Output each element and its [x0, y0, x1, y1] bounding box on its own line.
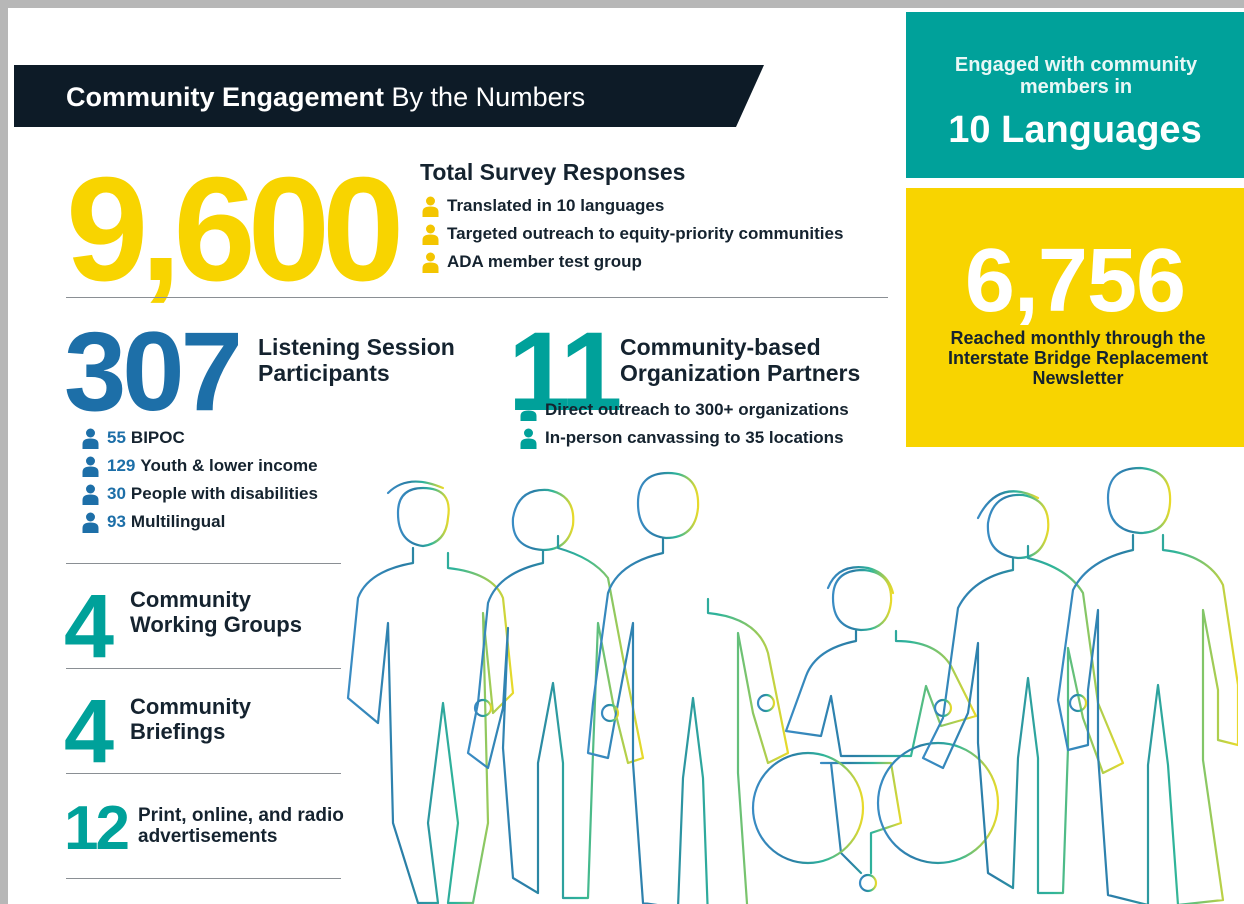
- title-rest: By the Numbers: [392, 82, 586, 112]
- person-icon: [422, 252, 439, 273]
- bullet-item: Targeted outreach to equity-priority com…: [422, 222, 843, 246]
- bullet-text: Direct outreach to 300+ organizations: [545, 400, 849, 420]
- person-icon: [82, 484, 99, 505]
- listening-label: Listening Session Participants: [258, 335, 478, 387]
- bullet-text: In-person canvassing to 35 locations: [545, 428, 844, 448]
- survey-number: 9,600: [66, 156, 396, 304]
- partners-label: Community-based Organization Partners: [620, 335, 890, 387]
- stat-label: Print, online, and radio advertisements: [138, 805, 353, 848]
- person-icon: [422, 224, 439, 245]
- breakdown-number: 30: [107, 484, 126, 504]
- breakdown-label: Multilingual: [131, 512, 225, 532]
- breakdown-number: 55: [107, 428, 126, 448]
- stat-number: 12: [64, 798, 127, 860]
- person-icon: [82, 456, 99, 477]
- person-icon: [422, 196, 439, 217]
- bullet-text: Translated in 10 languages: [447, 196, 664, 216]
- infographic: Community Engagement By the Numbers Enga…: [0, 0, 1244, 904]
- breakdown-number: 93: [107, 512, 126, 532]
- bullet-item: In-person canvassing to 35 locations: [520, 426, 844, 450]
- breakdown-label: Youth & lower income: [140, 456, 317, 476]
- bullet-item: Translated in 10 languages: [422, 194, 664, 218]
- divider: [66, 297, 888, 298]
- survey-label: Total Survey Responses: [420, 160, 685, 186]
- stat-number: 4: [64, 582, 111, 672]
- person-icon: [82, 428, 99, 449]
- bullet-text: ADA member test group: [447, 252, 642, 272]
- person-icon: [520, 400, 537, 421]
- divider: [66, 563, 341, 564]
- stat-label: Community Briefings: [130, 695, 330, 744]
- bullet-item: ADA member test group: [422, 250, 642, 274]
- breakdown-label: BIPOC: [131, 428, 185, 448]
- languages-lead: Engaged with community members in: [936, 54, 1216, 99]
- title-bold: Community Engagement: [66, 82, 384, 112]
- title: Community Engagement By the Numbers: [66, 82, 585, 113]
- stat-number: 4: [64, 687, 111, 777]
- bullet-item: Direct outreach to 300+ organizations: [520, 398, 849, 422]
- divider: [66, 878, 341, 879]
- people-illustration: [338, 463, 1238, 904]
- newsletter-number: 6,756: [906, 236, 1244, 326]
- bullet-text: Targeted outreach to equity-priority com…: [447, 224, 843, 244]
- stat-label: Community Working Groups: [130, 588, 330, 637]
- newsletter-label: Reached monthly through the Interstate B…: [943, 328, 1213, 388]
- languages-highlight: 10 Languages: [906, 111, 1244, 149]
- listening-number: 307: [64, 316, 239, 428]
- person-icon: [82, 512, 99, 533]
- person-icon: [520, 428, 537, 449]
- breakdown-number: 129: [107, 456, 135, 476]
- breakdown-label: People with disabilities: [131, 484, 318, 504]
